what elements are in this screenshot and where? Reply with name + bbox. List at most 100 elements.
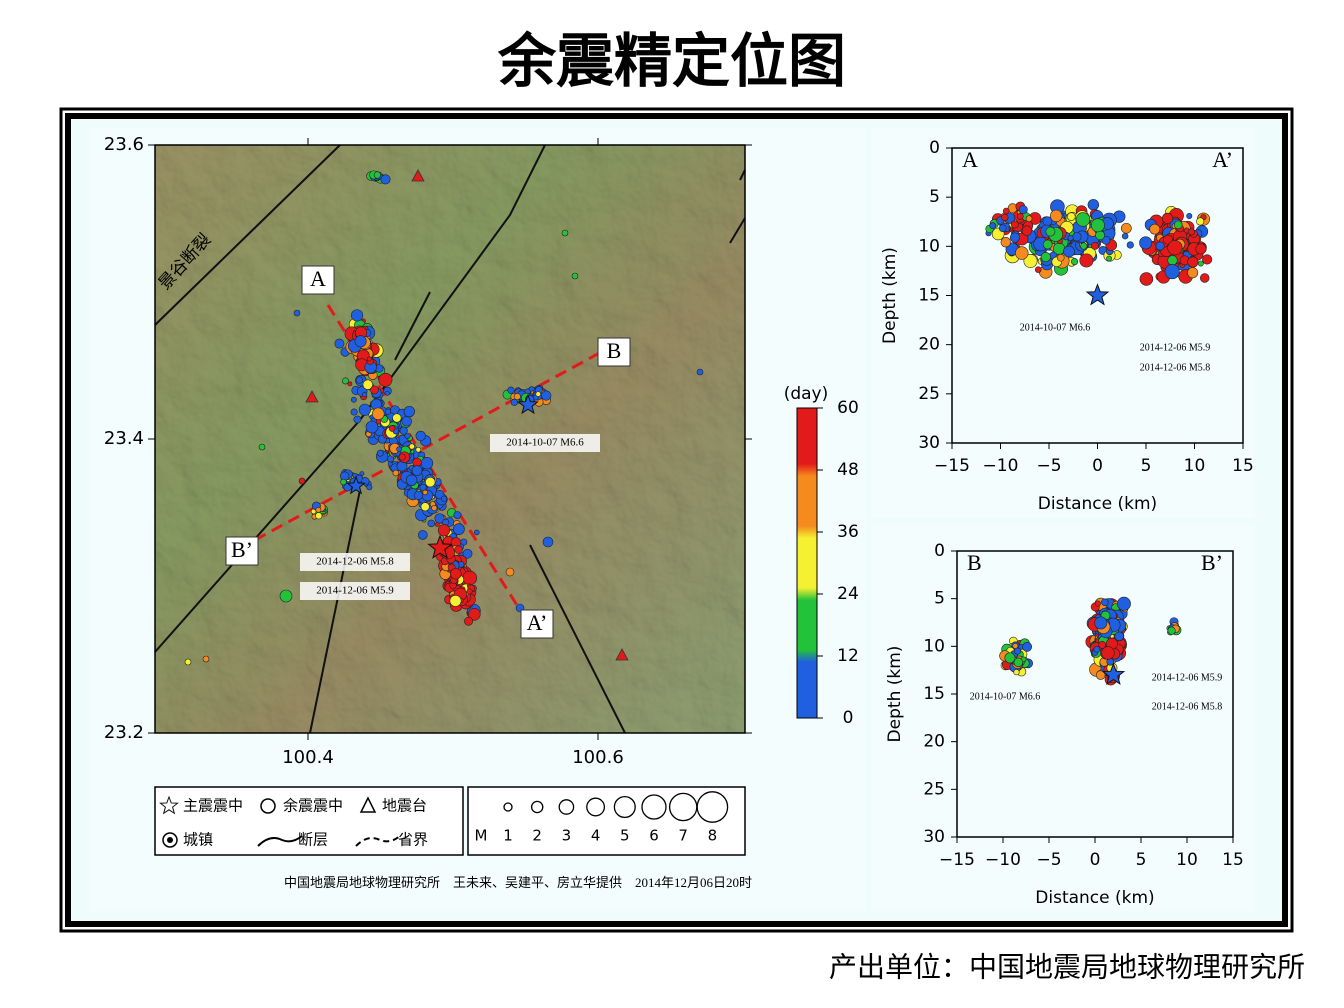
y-tick-label: 5 xyxy=(929,187,940,207)
mainshock-star xyxy=(1101,662,1126,685)
event xyxy=(350,309,364,322)
legend-border xyxy=(355,835,401,847)
section-event xyxy=(1022,641,1033,652)
event xyxy=(384,390,390,396)
event xyxy=(353,415,362,424)
fault xyxy=(394,291,431,361)
event xyxy=(378,372,393,387)
fault xyxy=(154,144,546,653)
y-tick-label: 15 xyxy=(923,684,945,704)
magnitude-circle xyxy=(696,791,729,823)
section-event xyxy=(1188,228,1196,236)
event xyxy=(420,502,430,512)
magnitude-legend-box xyxy=(467,786,746,856)
magnitude-value: 8 xyxy=(708,827,718,845)
y-tick-label: 10 xyxy=(918,236,940,256)
x-tick-label: 100.4 xyxy=(282,747,334,768)
event xyxy=(425,476,436,488)
fault xyxy=(739,169,746,181)
event xyxy=(350,396,357,403)
section-event-label: 2014-10-07 M6.6 xyxy=(970,691,1041,702)
event xyxy=(376,449,384,457)
y-tick-label: 5 xyxy=(934,589,945,609)
event xyxy=(279,589,293,603)
section-1 xyxy=(999,596,1182,686)
section-event xyxy=(1186,213,1193,220)
section-event xyxy=(1173,220,1183,230)
section-event xyxy=(1045,226,1056,237)
section-event xyxy=(1090,218,1105,233)
event xyxy=(466,588,473,595)
section-event xyxy=(1079,253,1094,268)
section-event xyxy=(1117,596,1131,611)
event xyxy=(362,392,368,398)
y-tick-label: 30 xyxy=(923,827,945,847)
section-event xyxy=(1095,670,1106,680)
station xyxy=(615,648,629,661)
x-tick-label: 5 xyxy=(1141,456,1152,476)
x-tick-label: 0 xyxy=(1090,850,1101,870)
event xyxy=(334,338,345,349)
section-event xyxy=(1002,207,1010,215)
section-event xyxy=(1034,266,1042,273)
event xyxy=(462,548,473,559)
section-event xyxy=(1164,264,1180,280)
outer-frame xyxy=(59,107,1294,933)
fault xyxy=(154,144,341,326)
event xyxy=(462,570,477,586)
section-event xyxy=(1101,598,1109,606)
section-event xyxy=(1004,652,1016,664)
profile-label-box xyxy=(301,265,335,295)
section-event xyxy=(1155,241,1165,251)
y-axis-label: Depth (km) xyxy=(880,247,900,344)
event-label: 2014-12-06 M5.9 xyxy=(316,585,394,597)
section-event xyxy=(1139,272,1154,286)
section-0 xyxy=(985,199,1213,306)
mainshock-star xyxy=(159,795,179,815)
magnitude-value: 2 xyxy=(532,827,542,845)
magnitude-value: 7 xyxy=(678,827,688,845)
event xyxy=(542,536,554,548)
station xyxy=(411,169,425,182)
section-event-label: 2014-12-06 M5.9 xyxy=(1152,672,1223,683)
event xyxy=(431,505,438,512)
y-tick-label: 0 xyxy=(934,541,945,561)
section-event xyxy=(1114,631,1124,642)
event xyxy=(513,393,521,401)
event xyxy=(507,386,515,394)
event xyxy=(440,495,448,502)
event-label: 2014-12-06 M5.8 xyxy=(316,556,394,568)
event xyxy=(293,309,301,317)
mainshock-star xyxy=(346,475,366,495)
x-tick-label: 10 xyxy=(1184,456,1206,476)
event xyxy=(434,513,445,524)
colorbar-tick-label: 36 xyxy=(837,522,859,542)
magnitude-value: 1 xyxy=(503,827,513,845)
event xyxy=(452,523,465,536)
y-tick-label: 25 xyxy=(923,779,945,799)
section-event xyxy=(1080,242,1088,250)
x-tick-label: 15 xyxy=(1232,456,1254,476)
event xyxy=(464,616,473,626)
event xyxy=(202,655,210,663)
section-event xyxy=(998,224,1007,233)
y-tick-label: 0 xyxy=(929,138,940,158)
x-tick-label: −10 xyxy=(983,456,1019,476)
event xyxy=(571,272,579,280)
legend-label: 断层 xyxy=(298,831,328,849)
section-event xyxy=(1093,645,1101,653)
y-tick-label: 23.6 xyxy=(104,134,144,155)
section-event-label: 2014-12-06 M5.9 xyxy=(1140,342,1211,353)
section-event xyxy=(1010,220,1019,229)
profile-label: B xyxy=(607,338,622,363)
map-relief xyxy=(155,145,745,733)
section-event xyxy=(1025,215,1033,222)
footer: 产出单位：中国地震局地球物理研究所 xyxy=(829,951,1305,983)
event xyxy=(398,453,406,461)
legend-label: 主震震中 xyxy=(183,797,243,815)
section-event xyxy=(1187,256,1199,268)
magnitude-circle xyxy=(530,800,544,814)
event xyxy=(258,443,266,451)
section-end-label: A xyxy=(962,147,978,172)
section-event xyxy=(1013,657,1024,668)
